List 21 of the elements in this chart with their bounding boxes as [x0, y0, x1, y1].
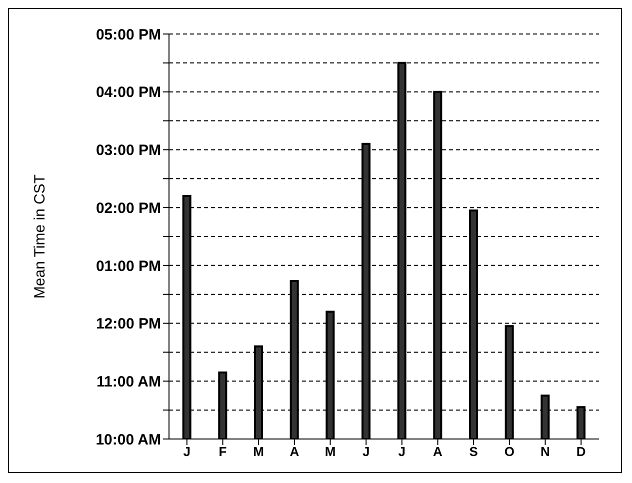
x-tick-label: J: [183, 444, 191, 460]
x-tick-label: D: [576, 444, 586, 460]
y-axis-title: Mean Time in CST: [31, 174, 48, 299]
x-tick-label: J: [398, 444, 406, 460]
x-tick-label: N: [540, 444, 550, 460]
y-tick-label: 05:00 PM: [96, 26, 161, 44]
y-tick-label: 02:00 PM: [96, 200, 161, 217]
x-tick-label: O: [504, 444, 514, 460]
y-tick-label: 10:00 AM: [96, 431, 161, 448]
x-tick-label: J: [362, 444, 370, 460]
y-tick-label: 01:00 PM: [96, 258, 161, 275]
x-tick-label: F: [218, 444, 227, 460]
y-tick-label: 11:00 AM: [96, 373, 161, 390]
y-tick-label: 12:00 PM: [96, 316, 161, 333]
x-tick-label: S: [469, 444, 478, 460]
y-tick-label: 03:00 PM: [96, 142, 161, 160]
x-tick-label: A: [290, 444, 300, 460]
y-tick-label: 04:00 PM: [96, 84, 161, 102]
x-tick-label: M: [253, 444, 264, 460]
x-tick-label: A: [433, 444, 444, 460]
x-tick-label: M: [324, 444, 336, 460]
